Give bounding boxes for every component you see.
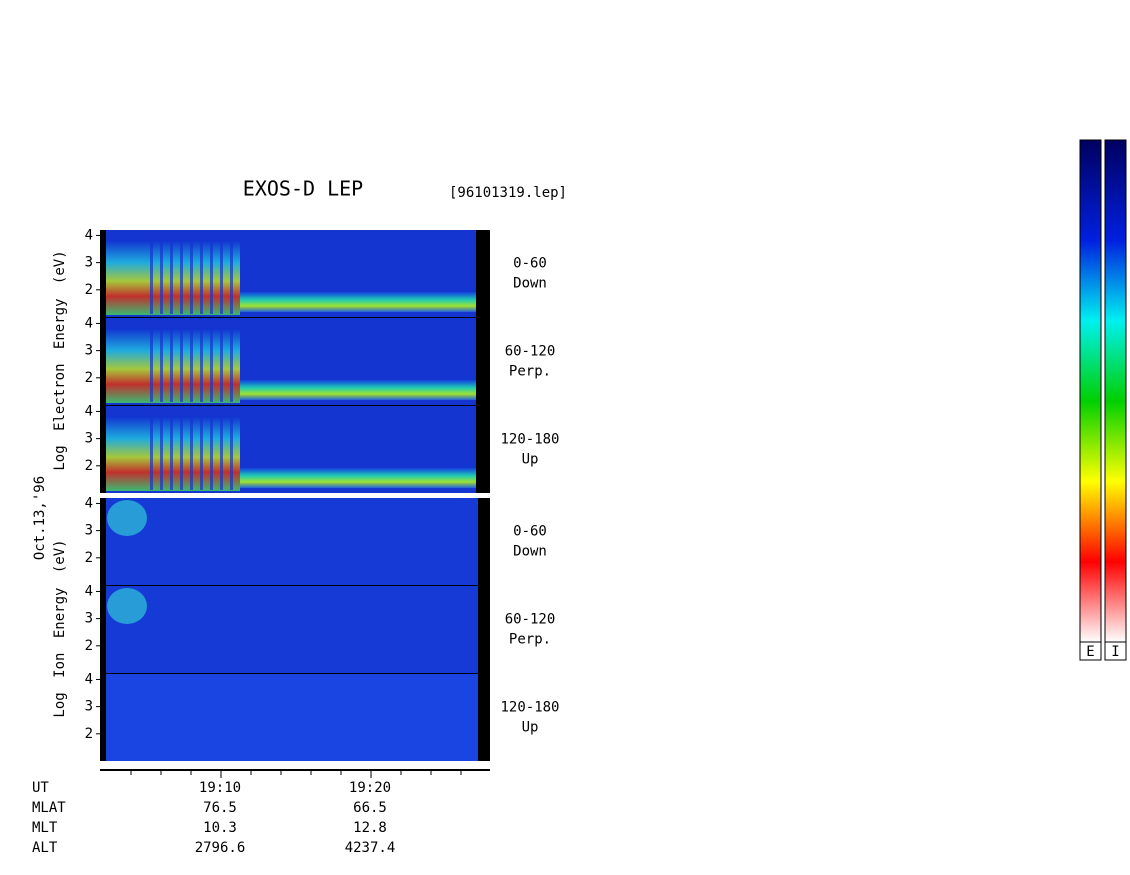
colorbar bbox=[1079, 139, 1102, 643]
spectrogram-noise bbox=[106, 586, 478, 673]
spectrogram-stripe bbox=[200, 235, 203, 314]
plots: 4 3 2 0-60 Down 4 3 2 60-120 Perp. 4 3 2 120-180 Up Log… bbox=[52, 227, 560, 761]
axis-label: Log Electron Energy (eV) bbox=[52, 250, 68, 470]
orbit-value: 66.5 bbox=[353, 800, 387, 816]
y-tick-label: 4 bbox=[85, 671, 93, 687]
spectrogram-stripe bbox=[220, 235, 223, 314]
y-tick-label: 3 bbox=[85, 611, 93, 627]
spectrogram-stripe bbox=[210, 411, 213, 490]
spectrogram-spot bbox=[107, 588, 147, 624]
direction-label: Down bbox=[513, 276, 547, 292]
colorbar-label: I bbox=[1111, 644, 1119, 660]
spectrogram-stripe bbox=[210, 235, 213, 314]
orbit-value: 19:20 bbox=[349, 780, 391, 796]
spectrogram-band bbox=[240, 380, 476, 400]
spectrogram-stripe bbox=[160, 323, 163, 402]
spectrogram-stripe bbox=[160, 235, 163, 314]
spectrogram-stripe bbox=[180, 323, 183, 402]
colorbar bbox=[1104, 139, 1127, 643]
spectrogram-stripe bbox=[180, 235, 183, 314]
spectrogram-stripe bbox=[230, 235, 233, 314]
spectrogram-stripe bbox=[220, 411, 223, 490]
y-tick-label: 4 bbox=[85, 495, 93, 511]
y-tick-label: 4 bbox=[85, 227, 93, 243]
spectrogram-stripe bbox=[200, 323, 203, 402]
orbit-value: 12.8 bbox=[353, 820, 387, 836]
spectrogram-stripe bbox=[150, 411, 153, 490]
angle-label: 120-180 bbox=[500, 700, 559, 716]
spectrogram-stripe bbox=[190, 323, 193, 402]
orbit-value: 19:10 bbox=[199, 780, 241, 796]
y-tick-label: 2 bbox=[85, 282, 93, 298]
y-tick-label: 4 bbox=[85, 403, 93, 419]
orbit-value: 76.5 bbox=[203, 800, 237, 816]
y-tick-label: 4 bbox=[85, 583, 93, 599]
angle-label: 120-180 bbox=[500, 432, 559, 448]
y-tick-label: 2 bbox=[85, 726, 93, 742]
orbit-name: UT bbox=[32, 780, 49, 796]
axis-label: Log Ion Energy (eV) bbox=[52, 539, 68, 717]
spectrogram-stripe bbox=[160, 411, 163, 490]
y-tick-label: 3 bbox=[85, 255, 93, 271]
spectrogram-noise bbox=[106, 674, 478, 761]
spectrogram-stripe bbox=[230, 323, 233, 402]
file-name: [96101319.lep] bbox=[449, 185, 567, 201]
colorbar-label: E bbox=[1086, 644, 1094, 660]
y-tick-label: 2 bbox=[85, 458, 93, 474]
angle-label: 0-60 bbox=[513, 256, 547, 272]
angle-label: 0-60 bbox=[513, 524, 547, 540]
colorbar-label-box bbox=[1079, 641, 1102, 661]
spectrogram-stripe bbox=[150, 323, 153, 402]
spectrogram-stripe bbox=[170, 411, 173, 490]
spectrogram-noise bbox=[106, 498, 478, 585]
orbit-name: MLT bbox=[32, 820, 58, 836]
orbit-value: 10.3 bbox=[203, 820, 237, 836]
y-tick-label: 2 bbox=[85, 638, 93, 654]
colorbar-label-box bbox=[1104, 641, 1127, 661]
orbit-name: ALT bbox=[32, 840, 58, 856]
spectrogram bbox=[106, 586, 478, 673]
angle-label: 60-120 bbox=[505, 344, 556, 360]
y-tick-label: 2 bbox=[85, 550, 93, 566]
spectrogram-stripe bbox=[230, 411, 233, 490]
spectrogram-stripe bbox=[170, 235, 173, 314]
y-tick-label: 2 bbox=[85, 370, 93, 386]
direction-label: Perp. bbox=[509, 364, 551, 380]
spectrogram-stripe bbox=[190, 411, 193, 490]
y-tick-label: 3 bbox=[85, 431, 93, 447]
spectrogram-stripe bbox=[150, 235, 153, 314]
y-tick-label: 3 bbox=[85, 523, 93, 539]
direction-label: Up bbox=[522, 452, 539, 468]
orbit-value: 2796.6 bbox=[195, 840, 246, 856]
spectrogram-spot bbox=[107, 500, 147, 536]
direction-label: Down bbox=[513, 544, 547, 560]
spectrogram-stripe bbox=[180, 411, 183, 490]
spectrogram-stripe bbox=[190, 235, 193, 314]
y-tick-label: 4 bbox=[85, 315, 93, 331]
direction-label: Perp. bbox=[509, 632, 551, 648]
y-tick-label: 3 bbox=[85, 699, 93, 715]
spectrogram bbox=[106, 498, 478, 585]
orbit-value: 4237.4 bbox=[345, 840, 396, 856]
orbit-name: MLAT bbox=[32, 800, 66, 816]
date: Oct.13,'96 bbox=[32, 476, 48, 560]
title: EXOS-D LEP bbox=[243, 177, 363, 201]
angle-label: 60-120 bbox=[505, 612, 556, 628]
direction-label: Up bbox=[522, 720, 539, 736]
spectrogram-stripe bbox=[210, 323, 213, 402]
spectrogram-stripe bbox=[220, 323, 223, 402]
y-tick-label: 3 bbox=[85, 343, 93, 359]
spectrogram-stripe bbox=[170, 323, 173, 402]
spectrogram-band bbox=[240, 468, 476, 488]
spectrogram-stripe bbox=[200, 411, 203, 490]
spectrogram-band bbox=[240, 292, 476, 312]
